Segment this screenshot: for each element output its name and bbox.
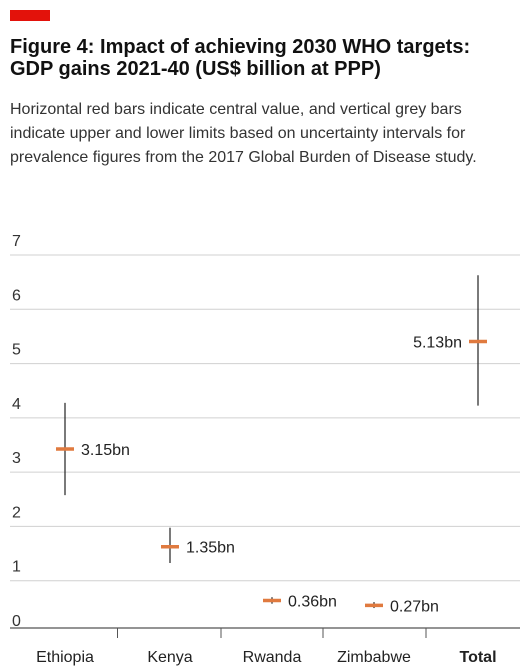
x-tick-label-zimbabwe: Zimbabwe: [337, 649, 411, 666]
data-label-ethiopia: 3.15bn: [81, 442, 130, 459]
x-tick-label-ethiopia: Ethiopia: [36, 649, 94, 666]
y-tick-label-1: 1: [12, 559, 21, 576]
title-line-1: Figure 4: Impact of achieving 2030 WHO t…: [10, 36, 471, 58]
x-tick-label-total: Total: [459, 649, 496, 666]
y-tick-label-0: 0: [12, 613, 21, 630]
y-tick-label-5: 5: [12, 342, 21, 359]
chart-title: Figure 4: Impact of achieving 2030 WHO t…: [10, 36, 520, 80]
brand-bar: [10, 10, 50, 21]
x-tick-label-rwanda: Rwanda: [243, 649, 302, 666]
data-label-rwanda: 0.36bn: [288, 593, 337, 610]
y-tick-label-7: 7: [12, 233, 21, 250]
x-tick-label-kenya: Kenya: [147, 649, 192, 666]
y-tick-label-6: 6: [12, 287, 21, 304]
data-label-kenya: 1.35bn: [186, 540, 235, 557]
y-tick-label-2: 2: [12, 504, 21, 521]
chart-subtitle: Horizontal red bars indicate central val…: [10, 101, 477, 166]
y-tick-label-3: 3: [12, 450, 21, 467]
y-tick-label-4: 4: [12, 396, 21, 413]
data-label-zimbabwe: 0.27bn: [390, 598, 439, 615]
data-label-total: 5.13bn: [413, 335, 462, 352]
title-line-2: GDP gains 2021-40 (US$ billion at PPP): [10, 58, 381, 80]
